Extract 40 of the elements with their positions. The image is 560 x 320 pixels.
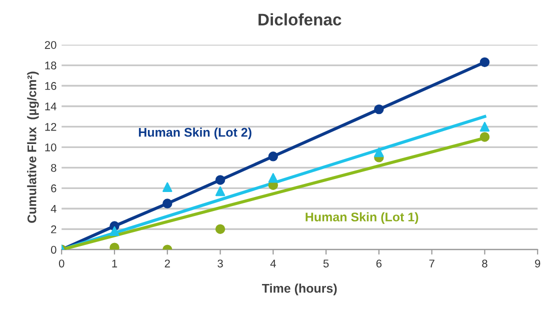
point: [110, 242, 120, 250]
y-tick-label: 2: [51, 225, 56, 234]
y-tick-label: 6: [51, 184, 56, 192]
x-tick-label: 6: [376, 260, 382, 268]
point: [110, 226, 120, 236]
x-tick-label: 5: [323, 260, 329, 268]
y-tick-label: 16: [45, 82, 56, 90]
point: [162, 198, 172, 208]
y-tick-label: 0: [50, 246, 56, 254]
point: [268, 152, 278, 162]
point: [374, 104, 384, 114]
point: [215, 224, 226, 234]
y-tick-label: 4: [50, 205, 56, 213]
series-label: Human Skin (Lot 2): [138, 128, 252, 140]
x-tick-label: 3: [218, 260, 223, 268]
x-tick-label: 9: [535, 260, 540, 268]
y-tick-label: 20: [44, 41, 56, 49]
point: [215, 175, 226, 185]
chart-title: Diclofenac: [258, 13, 342, 26]
y-tick-label: 12: [45, 122, 56, 131]
y-tick-label: 10: [45, 143, 56, 152]
x-tick-label: 8: [482, 260, 488, 268]
point: [215, 186, 226, 196]
y-tick-label: 8: [51, 164, 56, 172]
point: [374, 147, 384, 158]
y-tick-label: 18: [45, 62, 56, 70]
point: [162, 182, 172, 192]
x-tick-label: 1: [112, 260, 118, 268]
x-axis-title: Time (hours): [262, 284, 337, 296]
x-tick-label: 4: [270, 260, 276, 268]
x-tick-label: 7: [429, 260, 434, 268]
x-tick-label: 0: [58, 260, 64, 268]
y-axis-title: Cumulative Flux (µg/cm²): [27, 72, 39, 223]
point: [480, 57, 490, 68]
y-tick-label: 14: [45, 102, 56, 110]
point: [480, 132, 490, 142]
text: Human Skin (Lot 1): [306, 212, 418, 224]
x-tick-label: 2: [164, 260, 170, 268]
point: [268, 173, 278, 183]
point: [480, 122, 490, 132]
